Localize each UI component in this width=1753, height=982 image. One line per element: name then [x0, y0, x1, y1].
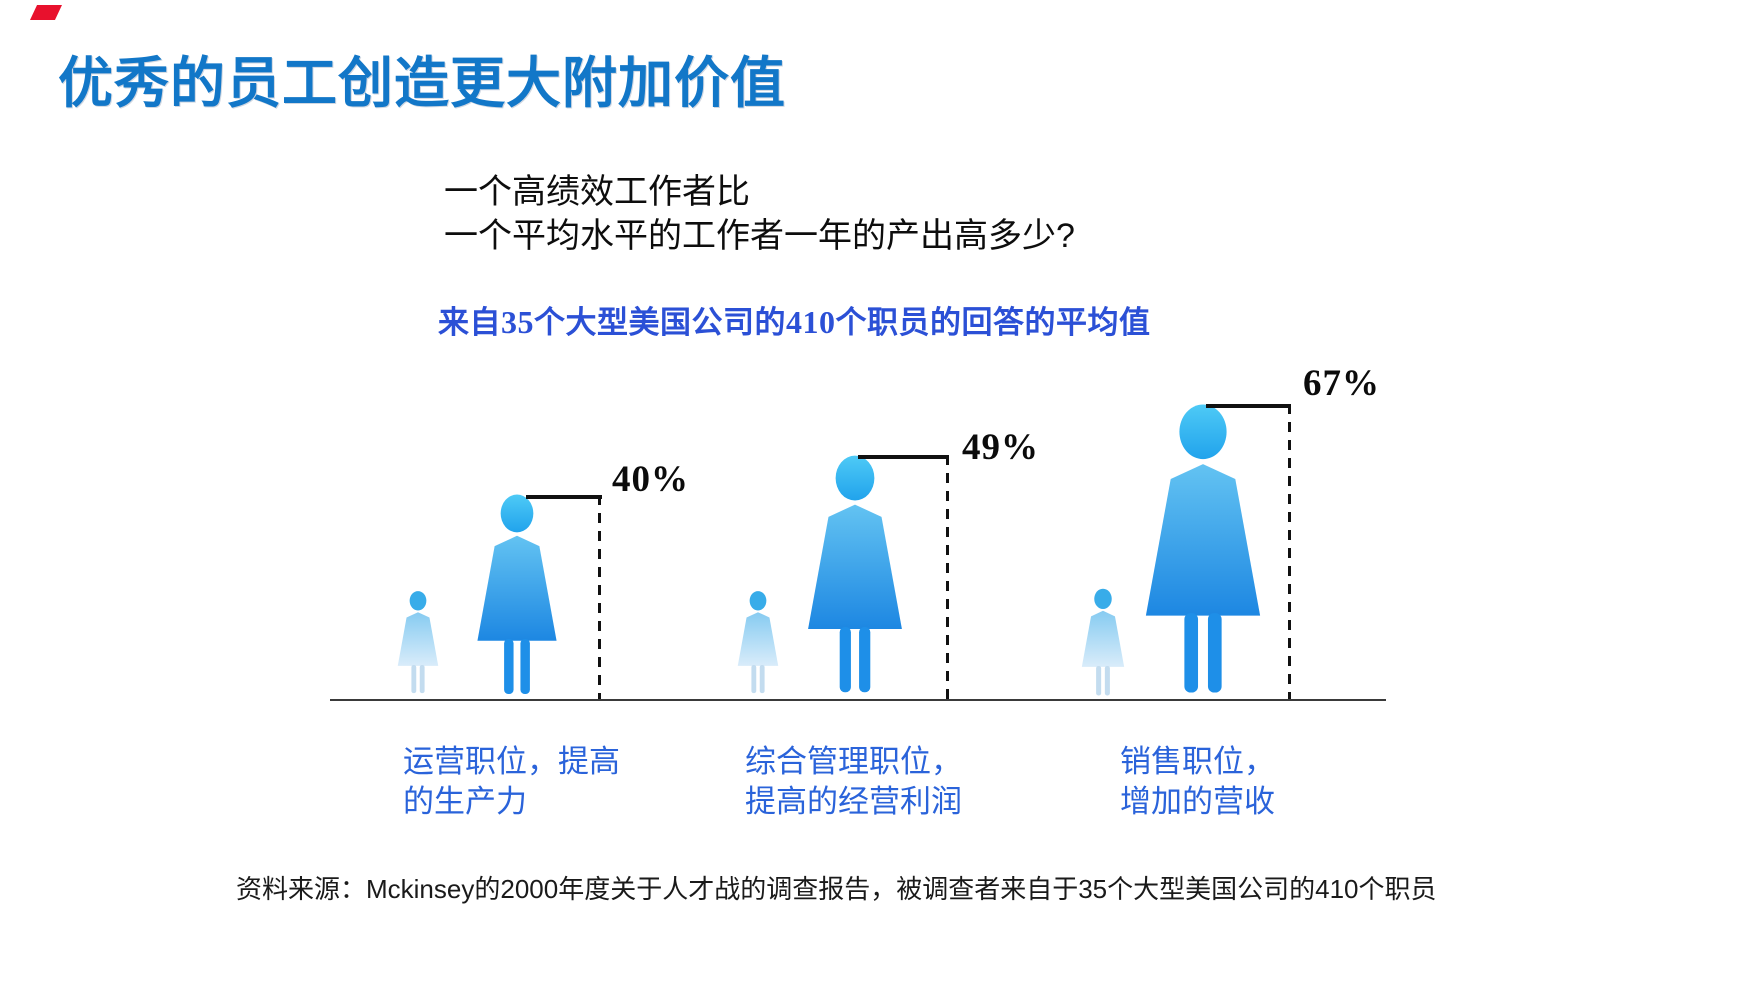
- measure-dashed-line-1: [598, 495, 601, 700]
- value-label-2: 49%: [962, 427, 1039, 468]
- category-label-3-line1: 销售职位，: [1120, 744, 1275, 779]
- category-label-1: 运营职位，提高 的生产力: [403, 742, 620, 822]
- chart-baseline: [330, 699, 1386, 701]
- chart-question-line2: 一个平均水平的工作者一年的产出高多少?: [444, 217, 1075, 255]
- high-performer-figure-2: [808, 455, 902, 693]
- measure-bracket-3: [1206, 404, 1290, 408]
- measure-dashed-line-2: [946, 455, 949, 700]
- category-label-2-line2: 提高的经营利润: [745, 784, 962, 819]
- average-worker-figure-3: [1081, 588, 1125, 696]
- high-performer-figure-3: [1145, 404, 1261, 693]
- subtitle-number: 35: [501, 304, 534, 340]
- measure-dashed-line-3: [1288, 404, 1291, 700]
- category-label-2-line1: 综合管理职位，: [745, 744, 962, 779]
- subtitle-number: 410: [786, 304, 836, 340]
- category-label-1-line2: 的生产力: [403, 784, 527, 819]
- measure-bracket-1: [526, 495, 602, 499]
- average-worker-figure-2: [737, 591, 779, 694]
- subtitle-part: 个大型美国公司的: [534, 305, 786, 340]
- source-note: 资料来源：Mckinsey的2000年度关于人才战的调查报告，被调查者来自于35…: [236, 874, 1437, 904]
- value-label-3: 67%: [1303, 363, 1380, 404]
- category-label-3-line2: 增加的营收: [1120, 784, 1275, 819]
- chart-question-line1: 一个高绩效工作者比: [444, 173, 750, 211]
- value-label-1: 40%: [612, 459, 689, 500]
- red-accent-mark: [30, 5, 62, 20]
- category-label-3: 销售职位， 增加的营收: [1120, 742, 1275, 822]
- subtitle-part: 来自: [438, 305, 501, 340]
- page-title: 优秀的员工创造更大附加价值: [58, 52, 787, 114]
- chart-subtitle: 来自35个大型美国公司的410个职员的回答的平均值: [438, 297, 1151, 342]
- chart-question: 一个高绩效工作者比 一个平均水平的工作者一年的产出高多少?: [444, 170, 1075, 258]
- category-label-2: 综合管理职位， 提高的经营利润: [745, 742, 962, 822]
- category-label-1-line1: 运营职位，提高: [403, 744, 620, 779]
- average-worker-figure-1: [397, 591, 439, 694]
- subtitle-part: 个职员的回答的平均值: [835, 305, 1151, 340]
- high-performer-figure-1: [477, 494, 557, 695]
- measure-bracket-2: [858, 455, 948, 459]
